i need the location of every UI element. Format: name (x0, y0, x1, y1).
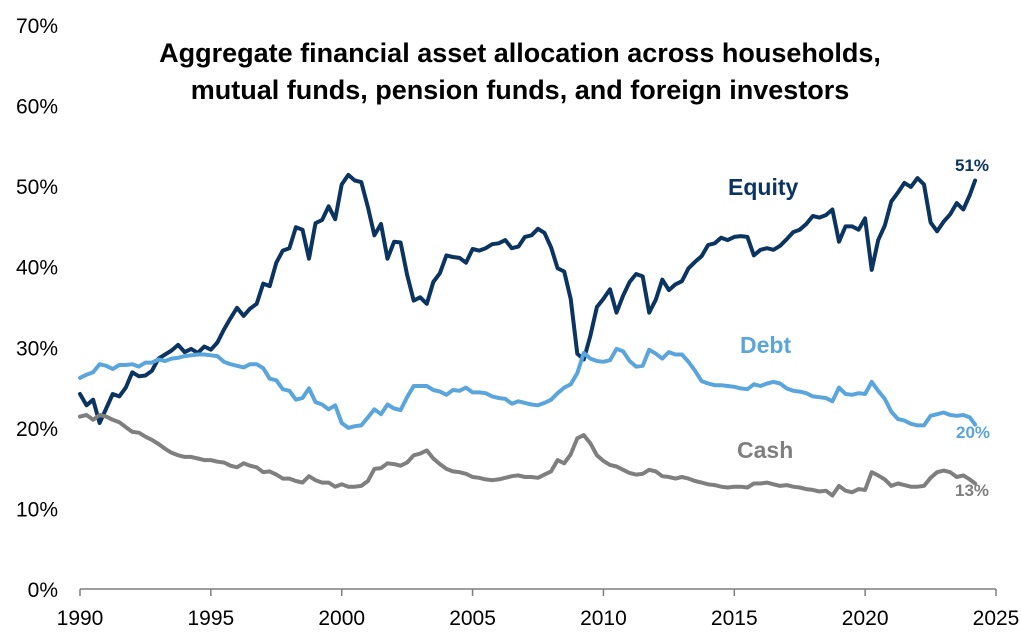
end-label-equity: 51% (955, 156, 989, 175)
y-axis-tick-labels: 0% 10% 20% 30% 40% 50% 60% 70% (16, 15, 58, 602)
end-label-debt: 20% (956, 423, 990, 442)
chart-title-line-1: Aggregate financial asset allocation acr… (159, 38, 881, 68)
series-label-debt: Debt (740, 332, 791, 358)
x-tick-label: 2025 (973, 607, 1020, 630)
x-tick-label: 2020 (842, 607, 889, 630)
x-tick-label: 2005 (449, 607, 496, 630)
y-tick-label: 60% (16, 96, 58, 119)
y-tick-label: 70% (16, 15, 58, 38)
x-tick-label: 1995 (187, 607, 234, 630)
y-tick-label: 10% (16, 498, 58, 521)
series-label-cash: Cash (737, 437, 793, 463)
y-tick-label: 40% (16, 257, 58, 280)
x-tick-label: 2000 (318, 607, 365, 630)
x-axis-tick-labels: 1990 1995 2000 2005 2010 2015 2020 2025 (57, 607, 1020, 630)
series-lines (78, 172, 978, 498)
x-tick-label: 2010 (580, 607, 627, 630)
chart-title-line-2: mutual funds, pension funds, and foreign… (191, 75, 850, 105)
series-line-equity (78, 172, 978, 425)
series-line-cash (78, 413, 978, 498)
y-tick-label: 30% (16, 337, 58, 360)
series-line-debt (78, 346, 978, 430)
series-label-equity: Equity (728, 174, 798, 200)
x-tick-label: 2015 (711, 607, 758, 630)
y-tick-label: 0% (28, 579, 58, 602)
x-tick-label: 1990 (57, 607, 104, 630)
end-label-cash: 13% (955, 481, 989, 500)
y-tick-label: 50% (16, 176, 58, 199)
y-tick-label: 20% (16, 418, 58, 441)
x-axis-tick-marks (79, 589, 997, 596)
